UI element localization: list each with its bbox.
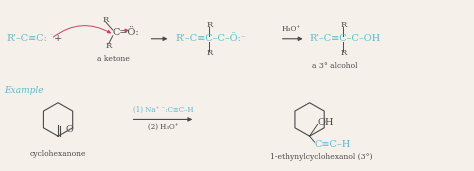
Text: R: R <box>340 21 346 29</box>
Text: (1) Na⁺ ⁻:C≡C–H: (1) Na⁺ ⁻:C≡C–H <box>133 106 193 114</box>
Text: cyclohexanone: cyclohexanone <box>30 150 86 158</box>
Text: R: R <box>106 42 112 50</box>
Text: a ketone: a ketone <box>97 55 130 63</box>
Text: R’–C≡C–C–OH: R’–C≡C–C–OH <box>310 34 381 43</box>
Text: +: + <box>54 34 62 43</box>
Text: O: O <box>65 125 73 134</box>
Text: R’–C≡C:: R’–C≡C: <box>6 34 47 43</box>
Text: OH: OH <box>318 118 334 127</box>
Text: R: R <box>206 21 212 29</box>
Text: Example: Example <box>4 86 44 95</box>
Text: 1-ethynylcyclohexanol (3°): 1-ethynylcyclohexanol (3°) <box>270 153 373 161</box>
Text: R: R <box>340 49 346 57</box>
Text: R: R <box>103 16 109 24</box>
Text: R: R <box>206 49 212 57</box>
Text: (2) H₃O⁺: (2) H₃O⁺ <box>148 123 178 131</box>
Text: R’–C≡C–C–Ö:⁻: R’–C≡C–C–Ö:⁻ <box>175 34 246 43</box>
Text: C=Ö:: C=Ö: <box>113 28 139 37</box>
Text: H₃O⁺: H₃O⁺ <box>282 25 301 33</box>
Text: a 3° alcohol: a 3° alcohol <box>312 62 357 70</box>
Text: ⁻: ⁻ <box>49 34 53 42</box>
Text: C≡C–H: C≡C–H <box>315 140 351 149</box>
